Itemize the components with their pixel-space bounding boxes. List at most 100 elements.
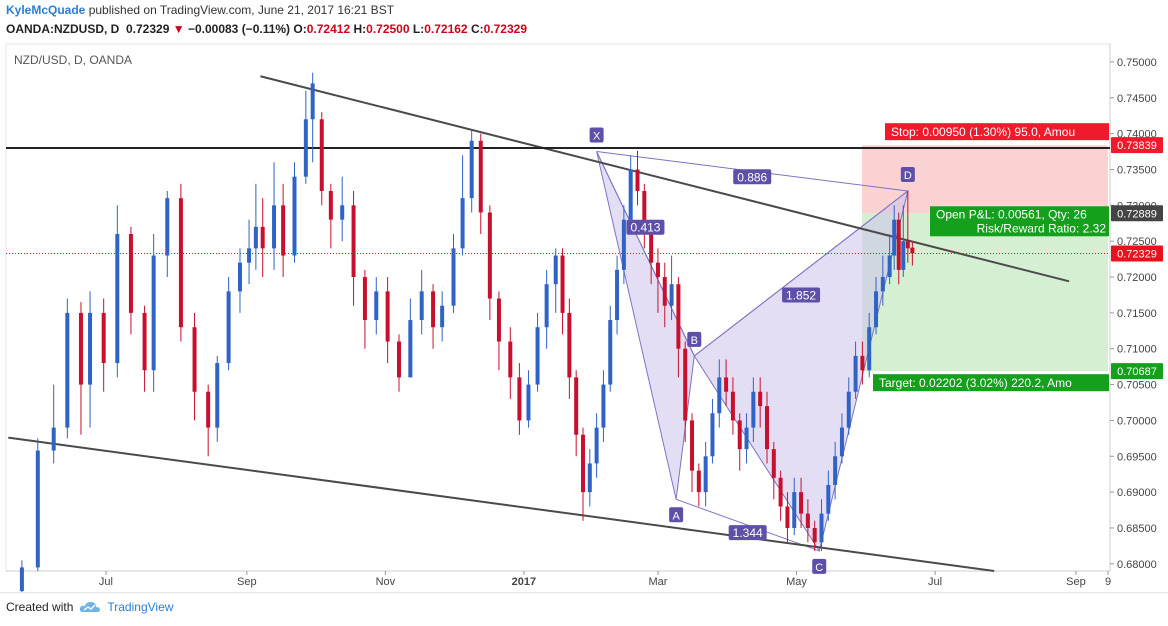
candle-body [408, 320, 413, 378]
candle-body [819, 513, 824, 543]
candle-body [469, 140, 474, 199]
publish-info: published on TradingView.com, June 21, 2… [88, 3, 395, 17]
candle-body [526, 384, 531, 421]
time-axis-label: Mar [648, 576, 667, 588]
price-tag-stop-level [1111, 137, 1163, 154]
pattern-point-badge [589, 127, 604, 143]
symbol-label: OANDA:NZDUSD, D [6, 22, 120, 36]
candle-body [260, 226, 265, 249]
stop-text: Stop: 0.00950 (1.30%) 95.0, Amou [891, 125, 1075, 139]
pattern-ratio-badge [728, 525, 767, 541]
tradingview-cloud-icon [80, 602, 101, 612]
candle-body [683, 348, 688, 421]
candle-body [19, 567, 24, 592]
candle-body [662, 277, 667, 306]
candle-body [867, 327, 872, 371]
candle-body [805, 513, 810, 528]
candle-body [362, 277, 367, 321]
candle-body [860, 355, 865, 371]
price-axis-label: 0.70500 [1117, 380, 1157, 392]
candle-body [608, 320, 613, 385]
candle-body [396, 341, 401, 378]
footer-divider [0, 592, 1168, 593]
candle-body [247, 248, 252, 263]
time-axis-label: May [786, 576, 807, 588]
candle-body [496, 298, 501, 342]
pattern-ratio-badge [733, 169, 772, 185]
lower-channel [8, 436, 995, 572]
candle-body [431, 291, 436, 328]
time-axis-label: Sep [1066, 576, 1086, 588]
time-axis-label: Nov [376, 576, 396, 588]
candle-body [508, 341, 513, 378]
price-axis-label: 0.73500 [1117, 164, 1157, 176]
candle-body [710, 413, 715, 457]
tradingview-link[interactable]: TradingView [107, 600, 174, 614]
candle-body [744, 427, 749, 450]
candle-body [215, 363, 220, 428]
candle-body [724, 377, 729, 392]
candle-body [310, 83, 315, 120]
candle-body [642, 190, 647, 227]
last-price-value: 0.72329 [126, 22, 170, 36]
author-link[interactable]: KyleMcQuade [6, 3, 86, 17]
price-axis-label: 0.71000 [1117, 344, 1157, 356]
candle-body [615, 269, 620, 321]
candle-body [628, 169, 633, 220]
candle-body [587, 463, 592, 493]
time-axis-label: Jul [928, 576, 942, 588]
candle-body [206, 391, 211, 428]
pattern-point-label: A [672, 510, 680, 522]
open-pnl-text: Open P&L: 0.00561, Qty: 26 [936, 207, 1087, 221]
pattern-point-label: B [691, 335, 698, 347]
candle-body [846, 391, 851, 428]
candle-body [237, 262, 242, 292]
close-label: C: [470, 22, 484, 36]
pattern-point-label: C [815, 562, 823, 574]
candle-body [319, 119, 324, 191]
price-tag-label: 0.72889 [1117, 208, 1157, 220]
candle-body [910, 247, 915, 254]
candle-body [758, 391, 763, 407]
candle-body [272, 205, 277, 249]
candle-body [517, 377, 522, 421]
candle-body [826, 484, 831, 514]
candle-body [65, 312, 70, 428]
candle-body [717, 377, 722, 414]
stop-badge [885, 123, 1109, 141]
candle-body [792, 492, 797, 528]
chart-title: NZD/USD, D, OANDA [14, 53, 132, 67]
upper-channel [260, 75, 1070, 283]
candle-body [892, 219, 897, 256]
price-axis-label: 0.72500 [1117, 236, 1157, 248]
candle-body [451, 248, 456, 306]
candle-body [751, 391, 756, 428]
candle-body [419, 291, 424, 321]
pattern-point-badge [669, 507, 684, 523]
candle-body [730, 391, 735, 421]
candle-body [635, 169, 640, 191]
candle-body [101, 312, 106, 364]
candle-body [178, 198, 183, 328]
price-axis-label: 0.70000 [1117, 415, 1157, 427]
candle-body [385, 291, 390, 342]
candle-body [78, 312, 83, 385]
pattern-point-badge [812, 558, 827, 574]
candle-body [669, 284, 674, 306]
candle-body [192, 327, 197, 392]
publish-line: KyleMcQuade published on TradingView.com… [6, 3, 394, 17]
candle-body [487, 212, 492, 299]
candle-body [905, 241, 910, 249]
price-tag-target-level [1111, 363, 1163, 380]
candle-body [580, 434, 585, 493]
candle-body [374, 291, 379, 321]
price-chart[interactable]: X A B C D 0.886 0.413 1.852 1.344 Stop: 0.00950 (… [0, 40, 1168, 592]
candle-body [764, 406, 769, 450]
price-axis-label: 0.71500 [1117, 308, 1157, 320]
high-label: H: [353, 22, 367, 36]
candle-body [340, 205, 345, 220]
target-text: Target: 0.02202 (3.02%) 220.2, Amo [879, 376, 1072, 390]
pnl-badge [930, 206, 1109, 237]
risk-reward-text: Risk/Reward Ratio: 2.32 [977, 221, 1107, 235]
candle-body [351, 205, 356, 278]
